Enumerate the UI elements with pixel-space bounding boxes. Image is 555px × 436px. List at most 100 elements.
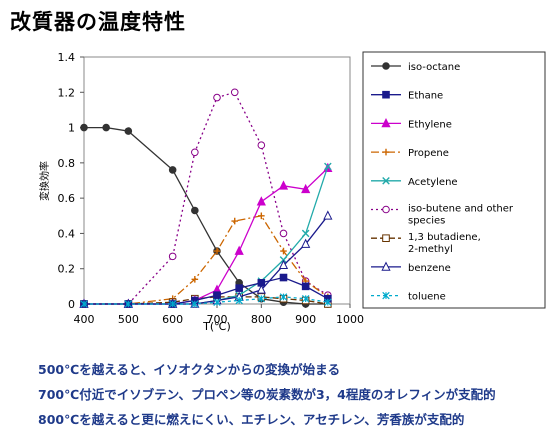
legend-marker xyxy=(382,234,390,242)
series-propene xyxy=(80,212,332,308)
data-point xyxy=(280,247,287,255)
y-tick-label: 1.4 xyxy=(58,51,76,64)
data-point xyxy=(191,206,199,215)
legend-item: iso-octane xyxy=(371,62,460,73)
series-line xyxy=(84,91,329,305)
data-point xyxy=(257,141,266,150)
data-point xyxy=(168,252,177,261)
legend-item: 1,3 butadiene, 2-methyl xyxy=(371,232,481,255)
legend-item: Acetylene xyxy=(371,177,458,188)
legend-marker xyxy=(382,205,390,214)
data-point xyxy=(191,148,199,157)
legend-label: iso-butene and other species xyxy=(408,204,514,227)
data-point xyxy=(235,284,243,292)
legend-label: Acetylene xyxy=(408,177,458,188)
y-axis-label: 変換効率 xyxy=(38,161,51,201)
data-point xyxy=(80,300,88,308)
data-point xyxy=(230,88,239,97)
legend-marker xyxy=(381,261,391,271)
data-point xyxy=(102,123,110,132)
data-point xyxy=(256,196,266,206)
series-iso-butene-and-other-species xyxy=(80,88,332,308)
series-ethylene xyxy=(79,162,333,308)
notes: 500℃を越えると、イソオクタンからの変換が始まる 700℃付近でイソブテン、プ… xyxy=(38,357,496,432)
data-point xyxy=(191,276,199,283)
series-layer xyxy=(79,88,333,308)
y-tick-label: 0 xyxy=(68,298,75,311)
series-acetylene xyxy=(80,162,332,308)
legend-label: Ethylene xyxy=(408,119,452,130)
data-point xyxy=(213,298,221,306)
data-point xyxy=(278,259,289,269)
series-line xyxy=(84,215,329,305)
data-point xyxy=(258,212,265,220)
legend-item: Ethylene xyxy=(371,117,452,130)
data-point xyxy=(213,291,221,299)
data-point xyxy=(168,300,177,308)
x-tick-label: 900 xyxy=(295,313,316,326)
x-tick-label: 500 xyxy=(118,313,139,326)
data-point xyxy=(231,217,239,225)
data-point xyxy=(301,238,311,248)
legend-label: 1,3 butadiene, 2-methyl xyxy=(408,232,481,255)
data-point xyxy=(235,296,243,305)
legend-item: benzene xyxy=(371,261,451,274)
data-point xyxy=(191,300,199,308)
x-axis-label: T(℃) xyxy=(202,320,231,333)
y-tick-label: 0.4 xyxy=(58,227,76,240)
data-point xyxy=(168,166,177,174)
x-tick-label: 700 xyxy=(207,313,228,326)
legend: iso-octane Ethane Ethylene Propene Acetylene… xyxy=(362,51,546,309)
series-line xyxy=(84,167,329,305)
data-point xyxy=(234,245,244,255)
legend-label: benzene xyxy=(408,263,451,274)
legend-item: Ethane xyxy=(371,91,443,102)
note-line: 700℃付近でイソブテン、プロペン等の炭素数が3，4程度のオレフィンが支配的 xyxy=(38,387,496,402)
data-point xyxy=(278,180,289,190)
x-tick-label: 1000 xyxy=(336,313,364,326)
legend-marker xyxy=(381,117,391,128)
legend-label: iso-octane xyxy=(408,62,460,73)
legend-item: Propene xyxy=(371,148,449,159)
series-line xyxy=(84,296,328,305)
series-line xyxy=(84,126,328,305)
data-point xyxy=(301,229,310,238)
data-point xyxy=(301,294,310,303)
y-tick-label: 0.6 xyxy=(58,192,76,205)
y-tick-label: 1 xyxy=(68,122,75,135)
data-point xyxy=(323,210,333,220)
legend-label: toluene xyxy=(408,292,446,303)
y-tick-label: 0.2 xyxy=(58,263,76,276)
series-line xyxy=(84,215,329,305)
data-point xyxy=(279,229,288,238)
note-line: 800℃を越えると更に燃えにくい、エチレン、アセチレン、芳香族が支配的 xyxy=(38,412,465,427)
axes: 400 500 600 700 800 900 1000 0 0.2 0.4 0.6 0.8 1 1.2 1… xyxy=(58,51,365,326)
legend-marker xyxy=(382,291,390,300)
data-point xyxy=(124,300,133,308)
legend-item: iso-butene and other species xyxy=(371,204,514,227)
data-point xyxy=(257,279,266,287)
legend-marker xyxy=(382,177,390,185)
data-point xyxy=(279,293,288,301)
series-toluene xyxy=(80,293,332,308)
legend-marker xyxy=(382,148,390,156)
data-point xyxy=(301,282,310,291)
x-tick-label: 600 xyxy=(162,313,183,326)
x-tick-label: 400 xyxy=(74,313,95,326)
data-point xyxy=(213,93,221,102)
page-title: 改質器の温度特性 xyxy=(10,10,186,34)
legend-label: Ethane xyxy=(408,91,443,102)
series-line xyxy=(84,296,328,305)
series-benzene xyxy=(79,210,333,308)
legend-marker xyxy=(382,90,390,99)
data-point xyxy=(324,298,332,306)
data-point xyxy=(80,123,88,132)
data-point xyxy=(256,284,266,294)
note-line: 500℃を越えると、イソオクタンからの変換が始まる xyxy=(38,362,341,377)
legend-marker xyxy=(382,62,390,70)
data-point xyxy=(279,273,288,282)
data-point xyxy=(324,162,332,171)
data-point xyxy=(301,183,311,194)
x-tick-label: 800 xyxy=(251,313,272,326)
